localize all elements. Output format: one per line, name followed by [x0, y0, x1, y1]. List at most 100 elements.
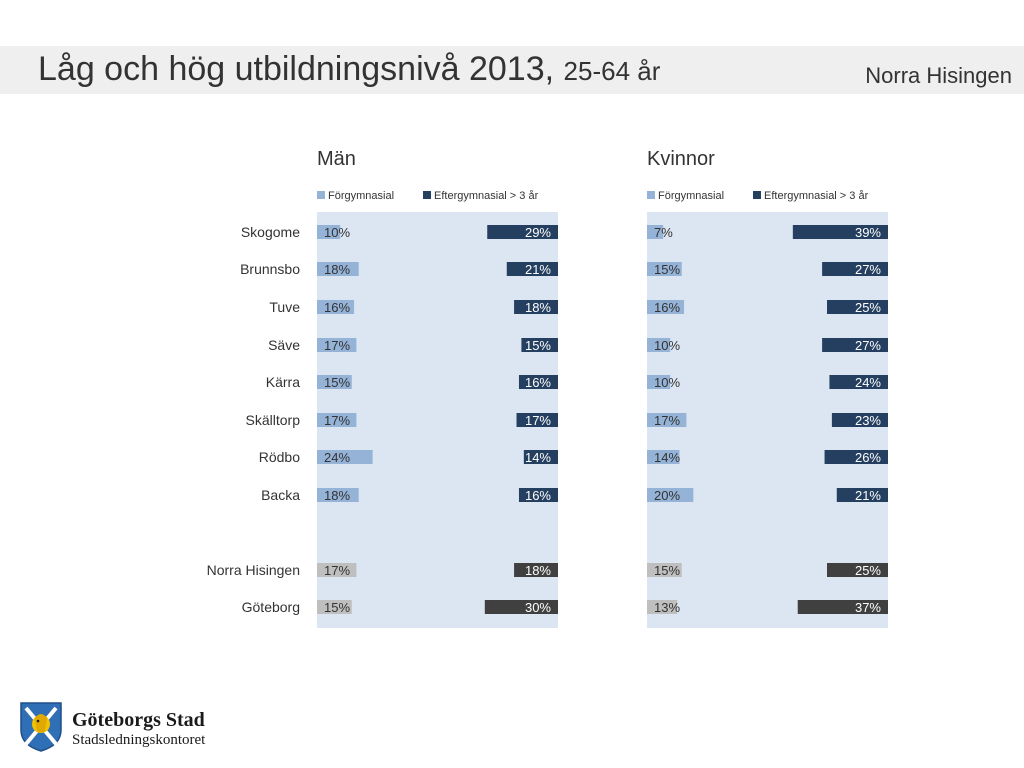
- bar-high-education: [514, 300, 558, 314]
- data-label-high: 15%: [525, 338, 551, 353]
- title-band: [0, 46, 1024, 94]
- bar-low-education: [647, 338, 671, 352]
- legend-label: Förgymnasial: [328, 190, 394, 202]
- data-label-low: 18%: [324, 262, 350, 277]
- data-label-high: 26%: [855, 450, 881, 465]
- data-label-low: 15%: [324, 375, 350, 390]
- data-label-low: 10%: [324, 225, 350, 240]
- legend-swatch: [317, 191, 325, 199]
- data-label-low: 15%: [654, 262, 680, 277]
- bar-high-education: [797, 600, 888, 614]
- category-label: Rödbo: [259, 449, 300, 465]
- data-label-high: 17%: [525, 413, 551, 428]
- logo-department: Stadsledningskontoret: [72, 732, 206, 748]
- data-label-high: 29%: [525, 225, 551, 240]
- category-label: Norra Hisingen: [207, 562, 300, 578]
- legend-label: Eftergymnasial > 3 år: [764, 190, 869, 202]
- data-label-low: 10%: [654, 375, 680, 390]
- category-label: Kärra: [266, 374, 300, 390]
- bar-high-education: [827, 300, 888, 314]
- bar-high-education: [836, 488, 888, 502]
- data-label-high: 21%: [525, 262, 551, 277]
- page-title: Låg och hög utbildningsnivå 2013, 25-64 …: [38, 50, 661, 88]
- data-label-high: 24%: [855, 375, 881, 390]
- data-label-high: 30%: [525, 600, 551, 615]
- bar-high-education: [523, 450, 558, 464]
- legend-label: Förgymnasial: [658, 190, 724, 202]
- legend-swatch: [753, 191, 761, 199]
- data-label-high: 21%: [855, 488, 881, 503]
- bar-low-education: [647, 413, 687, 427]
- bar-low-education: [647, 488, 694, 502]
- category-label: Backa: [261, 487, 300, 503]
- category-label: Tuve: [269, 299, 300, 315]
- category-label: Göteborg: [242, 599, 300, 615]
- bar-low-education: [647, 300, 685, 314]
- data-label-low: 16%: [654, 300, 680, 315]
- bar-high-education: [792, 225, 888, 239]
- bar-high-education: [516, 413, 558, 427]
- bar-high-education: [822, 262, 888, 276]
- bar-high-education: [518, 488, 558, 502]
- bar-low-education: [647, 375, 671, 389]
- legend-swatch: [423, 191, 431, 199]
- region-label: Norra Hisingen: [865, 63, 1012, 88]
- category-label: Brunnsbo: [240, 261, 300, 277]
- bar-high-education: [487, 225, 558, 239]
- bar-high-education: [827, 563, 888, 577]
- data-label-high: 25%: [855, 300, 881, 315]
- bar-high-education: [506, 262, 558, 276]
- data-label-low: 17%: [324, 413, 350, 428]
- bar-high-education: [514, 563, 558, 577]
- bar-low-education: [317, 338, 357, 352]
- education-chart: Skogome Brunnsbo Tuve Säve Kärra Skälltorp Röd…: [207, 148, 888, 628]
- legend-label: Eftergymnasial > 3 år: [434, 190, 539, 202]
- bar-low-education: [647, 600, 678, 614]
- data-label-high: 37%: [855, 600, 881, 615]
- data-label-low: 17%: [324, 338, 350, 353]
- page-subtitle: 25-64 år: [563, 56, 661, 86]
- bar-high-education: [521, 338, 558, 352]
- bar-low-education: [647, 563, 682, 577]
- data-label-low: 7%: [654, 225, 673, 240]
- legend-swatch: [647, 191, 655, 199]
- bar-high-education: [484, 600, 558, 614]
- bar-low-education: [317, 300, 355, 314]
- bar-low-education: [317, 488, 359, 502]
- logo-name: Göteborgs Stad: [72, 709, 205, 731]
- data-label-low: 16%: [324, 300, 350, 315]
- data-label-low: 20%: [654, 488, 680, 503]
- bar-high-education: [822, 338, 888, 352]
- data-label-high: 25%: [855, 563, 881, 578]
- data-label-low: 10%: [654, 338, 680, 353]
- data-label-low: 24%: [324, 450, 350, 465]
- bar-high-education: [831, 413, 888, 427]
- lion-crest-icon: [18, 700, 64, 752]
- category-label: Säve: [268, 337, 300, 353]
- bar-low-education: [317, 563, 357, 577]
- data-label-low: 18%: [324, 488, 350, 503]
- data-label-high: 18%: [525, 300, 551, 315]
- category-label: Skälltorp: [246, 412, 301, 428]
- data-label-low: 15%: [654, 563, 680, 578]
- bar-low-education: [317, 262, 359, 276]
- bar-low-education: [317, 600, 352, 614]
- bar-low-education: [647, 225, 664, 239]
- data-label-high: 14%: [525, 450, 551, 465]
- panel-title: Män: [317, 148, 356, 170]
- panel-title: Kvinnor: [647, 148, 715, 170]
- data-label-low: 17%: [654, 413, 680, 428]
- data-label-low: 17%: [324, 563, 350, 578]
- bar-low-education: [647, 262, 682, 276]
- data-label-high: 27%: [855, 338, 881, 353]
- data-label-low: 13%: [654, 600, 680, 615]
- bar-low-education: [317, 450, 373, 464]
- bar-high-education: [824, 450, 888, 464]
- data-label-high: 39%: [855, 225, 881, 240]
- bar-low-education: [317, 375, 352, 389]
- data-label-high: 23%: [855, 413, 881, 428]
- data-label-low: 15%: [324, 600, 350, 615]
- data-label-high: 16%: [525, 375, 551, 390]
- bar-low-education: [647, 450, 680, 464]
- bar-low-education: [317, 413, 357, 427]
